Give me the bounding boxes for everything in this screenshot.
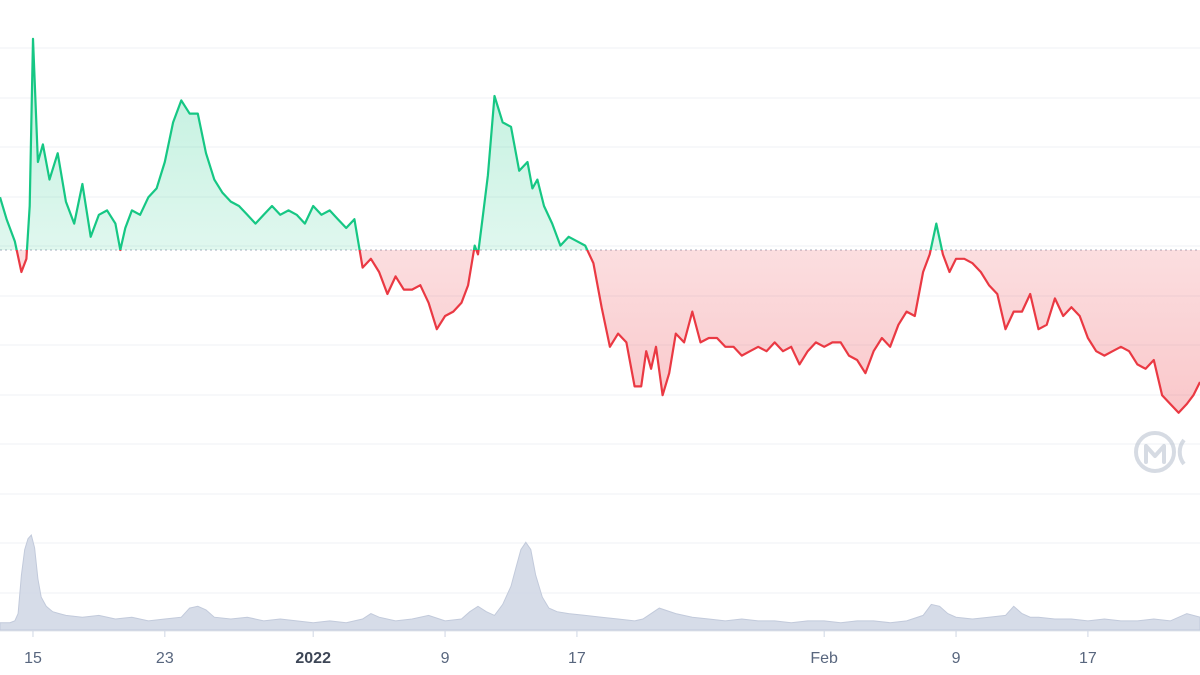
x-tick-label: 17 [568,650,586,667]
volume-area-path [0,533,1200,631]
price-line-down [15,250,1200,414]
x-tick-label: 2022 [295,650,331,667]
price-area-fill [0,38,1200,413]
price-line [0,37,1200,414]
price-line-up [0,37,944,250]
x-axis: 15 23 2022 9 17 Feb 9 17 [24,631,1097,667]
price-area-above-baseline [0,38,1200,250]
x-tick-label: 9 [441,650,450,667]
price-area-below-baseline [0,250,1200,413]
x-tick-label: 17 [1079,650,1097,667]
x-tick-label: 23 [156,650,174,667]
x-tick-label: Feb [810,650,838,667]
volume-area [0,533,1200,631]
coinmarketcap-logo-icon [1134,431,1186,473]
x-tick-label: 15 [24,650,42,667]
x-tick-label: 9 [952,650,961,667]
